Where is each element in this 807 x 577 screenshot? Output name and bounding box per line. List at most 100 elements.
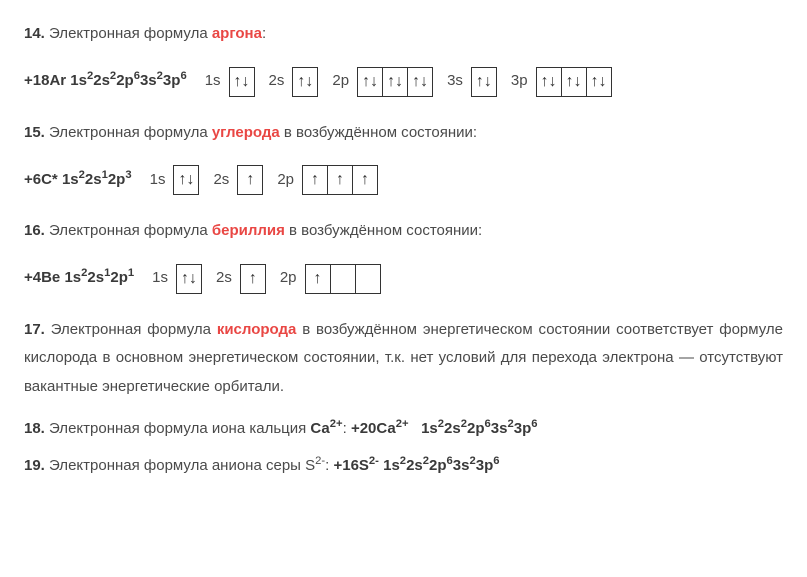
arrow-down-icon: ↓ [549, 74, 557, 90]
arrow-up-icon: ↑ [476, 74, 484, 90]
q14-pre: Электронная формула [45, 25, 212, 42]
arrow-up-icon: ↑ [387, 74, 395, 90]
q14-label-3s: 3s [447, 67, 463, 96]
orbital-box: ↑↓ [407, 67, 433, 97]
q17-hl: кислорода [217, 321, 297, 338]
arrow-up-icon: ↑ [591, 74, 599, 90]
q17-paragraph: 17. Электронная формула кислорода в возб… [24, 316, 783, 402]
q18-ion-chg: 2+ [330, 418, 343, 430]
arrow-up-icon: ↑ [234, 74, 242, 90]
q18-mid: : [343, 420, 351, 437]
arrow-up-icon: ↑ [314, 271, 322, 287]
q14-heading: 14. Электронная формула аргона: [24, 20, 783, 49]
q14-num: 14. [24, 25, 45, 42]
q16-orbital-2p: ↑ [305, 264, 381, 294]
q19-cfg-sym: +16S [333, 457, 368, 474]
arrow-down-icon: ↓ [305, 74, 313, 90]
arrow-down-icon: ↓ [189, 271, 197, 287]
q15-heading: 15. Электронная формула углерода в возбу… [24, 119, 783, 148]
orbital-box: ↑ [352, 165, 378, 195]
q15-label-1s: 1s [150, 166, 166, 195]
orbital-box: ↑ [237, 165, 263, 195]
arrow-up-icon: ↑ [249, 271, 257, 287]
arrow-up-icon: ↑ [336, 172, 344, 188]
orbital-box: ↑↓ [536, 67, 562, 97]
arrow-up-icon: ↑ [181, 271, 189, 287]
q14-label-1s: 1s [205, 67, 221, 96]
q18-pre: Электронная формула иона кальция [45, 420, 311, 437]
q17-num: 17. [24, 321, 45, 338]
orbital-box [330, 264, 356, 294]
q19-cfg-chg: 2- [369, 455, 379, 467]
orbital-box: ↑ [305, 264, 331, 294]
q14-orbital-2p: ↑↓↑↓↑↓ [357, 67, 433, 97]
q16-heading: 16. Электронная формула бериллия в возбу… [24, 217, 783, 246]
q19-ion-chg: 2- [315, 455, 325, 467]
q15-orbital-2s: ↑ [237, 165, 263, 195]
q14-label-3p: 3p [511, 67, 528, 96]
q19-num: 19. [24, 457, 45, 474]
orbital-box: ↑↓ [561, 67, 587, 97]
orbital-box: ↑↓ [176, 264, 202, 294]
q16-orbital-2s: ↑ [240, 264, 266, 294]
arrow-up-icon: ↑ [297, 74, 305, 90]
q16-formula: +4Be 1s22s12p11s↑↓2s↑2p↑ [24, 264, 783, 294]
orbital-box: ↑↓ [357, 67, 383, 97]
q18-line: 18. Электронная формула иона кальция Са2… [24, 415, 783, 444]
q18-cfg: 1s22s22p63s23p6 [421, 420, 537, 437]
arrow-down-icon: ↓ [599, 74, 607, 90]
orbital-box: ↑↓ [229, 67, 255, 97]
arrow-up-icon: ↑ [311, 172, 319, 188]
q16-hl: бериллия [212, 222, 285, 239]
q15-post: в возбуждённом состоянии: [280, 124, 477, 141]
arrow-up-icon: ↑ [412, 74, 420, 90]
arrow-down-icon: ↓ [484, 74, 492, 90]
q16-num: 16. [24, 222, 45, 239]
arrow-up-icon: ↑ [362, 74, 370, 90]
q19-line: 19. Электронная формула аниона серы S2-:… [24, 452, 783, 481]
q16-label-1s: 1s [152, 264, 168, 293]
q15-hl: углерода [212, 124, 280, 141]
q16-orbital-1s: ↑↓ [176, 264, 202, 294]
orbital-box: ↑ [240, 264, 266, 294]
q15-formula: +6C* 1s22s12p31s↑↓2s↑2p↑↑↑ [24, 165, 783, 195]
arrow-up-icon: ↑ [361, 172, 369, 188]
arrow-down-icon: ↓ [574, 74, 582, 90]
q14-orbital-3p: ↑↓↑↓↑↓ [536, 67, 612, 97]
orbital-box: ↑↓ [173, 165, 199, 195]
orbital-box: ↑ [302, 165, 328, 195]
q18-ion-sym: Са [310, 420, 329, 437]
q14-formula: +18Ar 1s22s22p63s23p61s↑↓2s↑↓2p↑↓↑↓↑↓3s↑… [24, 67, 783, 97]
q15-config: +6C* 1s22s12p3 [24, 166, 132, 195]
q14-orbital-2s: ↑↓ [292, 67, 318, 97]
q16-label-2p: 2p [280, 264, 297, 293]
q14-orbital-1s: ↑↓ [229, 67, 255, 97]
q19-pre: Электронная формула аниона серы S [45, 457, 315, 474]
arrow-down-icon: ↓ [186, 172, 194, 188]
q14-post: : [262, 25, 266, 42]
orbital-box: ↑↓ [471, 67, 497, 97]
q14-orbital-3s: ↑↓ [471, 67, 497, 97]
q17-pre: Электронная формула [45, 321, 217, 338]
arrow-down-icon: ↓ [395, 74, 403, 90]
q18-cfg-sym: +20Са [351, 420, 396, 437]
q18-num: 18. [24, 420, 45, 437]
arrow-down-icon: ↓ [420, 74, 428, 90]
q19-cfg: 1s22s22p63s23p6 [383, 457, 499, 474]
orbital-box [355, 264, 381, 294]
q15-orbital-1s: ↑↓ [173, 165, 199, 195]
orbital-box: ↑↓ [292, 67, 318, 97]
q18-gap [409, 420, 422, 437]
arrow-down-icon: ↓ [242, 74, 250, 90]
arrow-down-icon: ↓ [370, 74, 378, 90]
orbital-box: ↑ [327, 165, 353, 195]
q16-label-2s: 2s [216, 264, 232, 293]
q18-cfg-chg: 2+ [396, 418, 409, 430]
q15-pre: Электронная формула [45, 124, 212, 141]
q14-label-2p: 2p [332, 67, 349, 96]
arrow-up-icon: ↑ [246, 172, 254, 188]
orbital-box: ↑↓ [586, 67, 612, 97]
arrow-up-icon: ↑ [178, 172, 186, 188]
q16-post: в возбуждённом состоянии: [285, 222, 482, 239]
q16-pre: Электронная формула [45, 222, 212, 239]
